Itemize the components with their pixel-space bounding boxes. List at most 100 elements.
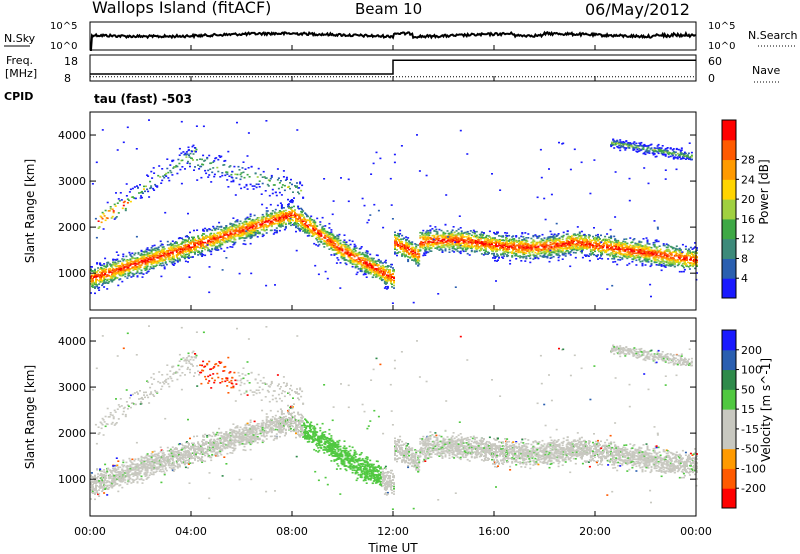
echo-point <box>261 222 264 225</box>
echo-point <box>419 237 422 239</box>
echo-point <box>511 255 514 257</box>
echo-point <box>451 247 454 250</box>
echo-point <box>475 234 478 237</box>
echo-point <box>419 235 422 237</box>
echo-point <box>594 236 596 239</box>
echo-point <box>557 247 560 249</box>
echo-point <box>345 263 348 266</box>
echo-point <box>569 254 572 256</box>
echo-point <box>213 227 216 230</box>
echo-point <box>234 235 237 238</box>
echo-point <box>617 258 620 261</box>
echo-point <box>194 251 196 253</box>
echo-point <box>576 237 579 239</box>
echo-point <box>162 251 165 254</box>
echo-point <box>471 246 474 248</box>
echo-point <box>600 244 602 247</box>
echo-point <box>94 268 96 271</box>
echo-point <box>144 250 147 252</box>
echo-point <box>167 247 170 249</box>
echo-point <box>421 244 424 247</box>
echo-point <box>106 278 109 281</box>
echo-point <box>280 204 283 206</box>
echo-point <box>107 261 110 264</box>
echo-point <box>353 261 356 263</box>
echo-point <box>275 217 278 219</box>
echo-point <box>415 245 418 248</box>
echo-point <box>171 249 174 252</box>
echo-point <box>373 272 376 275</box>
echo-point <box>557 259 560 262</box>
echo-point <box>170 246 173 249</box>
echo-point <box>339 242 342 244</box>
echo-point <box>128 274 131 277</box>
echo-point <box>219 231 222 234</box>
echo-point <box>299 217 302 220</box>
echo-point <box>337 259 340 261</box>
echo-point <box>513 252 516 255</box>
echo-point <box>149 266 152 268</box>
echo-point <box>280 224 283 226</box>
echo-point <box>347 249 350 252</box>
echo-point <box>229 246 232 248</box>
echo-point <box>302 210 305 212</box>
echo-point <box>212 225 215 228</box>
echo-point <box>104 271 107 273</box>
echo-point <box>252 230 255 232</box>
echo-point <box>158 264 161 266</box>
echo-point <box>318 235 321 237</box>
nsearch-tick-top: 10^5 <box>708 21 735 32</box>
echo-point <box>519 247 522 249</box>
echo-point <box>228 227 231 229</box>
echo-point <box>270 225 273 227</box>
echo-point <box>450 230 453 233</box>
echo-point <box>560 245 563 247</box>
echo-point <box>509 242 512 244</box>
echo-point <box>625 238 628 240</box>
echo-point <box>128 270 131 273</box>
echo-point <box>463 235 466 238</box>
echo-point <box>300 224 303 227</box>
echo-point <box>336 241 339 244</box>
echo-point <box>140 259 143 262</box>
echo-point <box>180 237 183 240</box>
echo-point <box>287 218 289 221</box>
echo-point <box>340 253 343 255</box>
echo-point <box>452 246 455 248</box>
echo-point <box>507 250 510 252</box>
echo-point <box>238 223 241 226</box>
echo-point <box>121 280 124 283</box>
echo-point <box>129 268 132 270</box>
echo-point <box>359 260 362 262</box>
echo-point <box>146 262 149 265</box>
echo-point <box>615 239 618 242</box>
echo-point <box>298 207 301 210</box>
echo-point <box>320 240 323 243</box>
echo-point <box>491 243 493 245</box>
echo-point <box>425 231 428 233</box>
echo-point <box>464 250 467 252</box>
echo-point <box>444 248 447 250</box>
echo-point <box>513 243 516 246</box>
echo-point <box>186 253 188 256</box>
echo-point <box>374 270 377 273</box>
echo-point <box>154 261 157 264</box>
echo-point <box>193 236 195 239</box>
echo-point <box>505 236 508 239</box>
echo-point <box>522 256 525 259</box>
echo-point <box>181 241 184 243</box>
echo-point <box>384 262 387 264</box>
echo-point <box>201 249 204 252</box>
echo-point <box>376 275 379 277</box>
echo-point <box>458 244 461 246</box>
echo-point <box>366 267 369 270</box>
echo-point <box>391 283 393 286</box>
echo-point <box>132 257 135 259</box>
echo-point <box>239 237 242 239</box>
echo-point <box>184 241 187 243</box>
echo-point <box>527 243 530 245</box>
echo-point <box>263 225 266 228</box>
echo-point <box>223 239 226 242</box>
echo-point <box>540 241 543 243</box>
echo-point <box>129 271 132 274</box>
